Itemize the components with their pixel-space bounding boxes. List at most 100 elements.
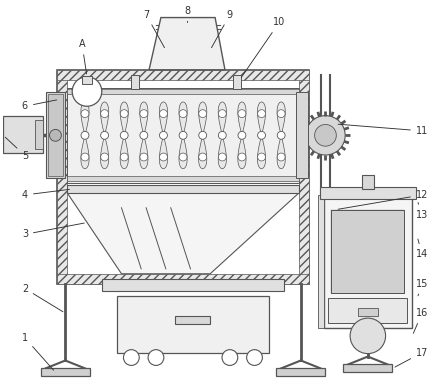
Polygon shape xyxy=(218,102,226,169)
Circle shape xyxy=(120,153,128,161)
Circle shape xyxy=(179,153,187,161)
Circle shape xyxy=(159,110,167,118)
Circle shape xyxy=(277,153,285,161)
Text: 5: 5 xyxy=(5,137,28,160)
Polygon shape xyxy=(179,102,187,169)
Bar xyxy=(299,70,309,283)
Circle shape xyxy=(140,153,148,161)
Bar xyxy=(320,187,416,199)
Polygon shape xyxy=(277,102,285,169)
Text: 3: 3 xyxy=(22,223,84,240)
Bar xyxy=(343,364,392,372)
Text: 2: 2 xyxy=(22,283,63,312)
Circle shape xyxy=(199,110,206,118)
Circle shape xyxy=(306,116,345,155)
Bar xyxy=(233,75,241,89)
Circle shape xyxy=(81,110,89,118)
Circle shape xyxy=(222,350,238,366)
Circle shape xyxy=(218,131,226,139)
Circle shape xyxy=(140,110,148,118)
Circle shape xyxy=(179,131,187,139)
Circle shape xyxy=(218,110,226,118)
Circle shape xyxy=(81,131,89,139)
Text: 4: 4 xyxy=(22,189,69,200)
Polygon shape xyxy=(81,102,89,169)
Circle shape xyxy=(218,153,226,161)
Circle shape xyxy=(101,110,108,118)
Text: 15: 15 xyxy=(416,278,428,296)
Circle shape xyxy=(81,153,89,161)
Circle shape xyxy=(315,125,336,146)
Circle shape xyxy=(101,153,108,161)
Text: 6: 6 xyxy=(22,100,57,111)
Circle shape xyxy=(246,350,262,366)
Circle shape xyxy=(238,131,246,139)
Text: 14: 14 xyxy=(416,239,428,259)
Text: 17: 17 xyxy=(395,348,428,367)
Circle shape xyxy=(159,153,167,161)
Bar xyxy=(82,76,92,84)
Text: 8: 8 xyxy=(184,6,190,23)
Polygon shape xyxy=(67,193,299,274)
Circle shape xyxy=(199,131,206,139)
Text: 12: 12 xyxy=(338,190,428,209)
Text: 1: 1 xyxy=(22,333,54,370)
Circle shape xyxy=(350,318,385,354)
Bar xyxy=(57,70,67,283)
Bar xyxy=(67,79,299,274)
Circle shape xyxy=(258,110,266,118)
Circle shape xyxy=(258,131,266,139)
Polygon shape xyxy=(238,102,246,169)
Bar xyxy=(67,185,299,193)
Polygon shape xyxy=(120,102,128,169)
Text: 7: 7 xyxy=(143,10,164,48)
Text: 10: 10 xyxy=(242,18,285,78)
Text: 16: 16 xyxy=(413,308,428,333)
Bar xyxy=(102,279,284,291)
Circle shape xyxy=(199,153,206,161)
Polygon shape xyxy=(159,102,167,169)
Bar xyxy=(362,175,374,189)
Polygon shape xyxy=(140,102,148,169)
Bar xyxy=(57,70,309,283)
Text: 9: 9 xyxy=(211,10,233,48)
Circle shape xyxy=(140,131,148,139)
Circle shape xyxy=(238,110,246,118)
Polygon shape xyxy=(100,102,109,169)
Polygon shape xyxy=(258,102,266,169)
Text: 11: 11 xyxy=(338,124,428,136)
Bar xyxy=(131,75,139,89)
Bar xyxy=(57,274,309,283)
Bar xyxy=(48,94,63,176)
Circle shape xyxy=(101,131,108,139)
Circle shape xyxy=(159,131,167,139)
Circle shape xyxy=(258,153,266,161)
Circle shape xyxy=(120,110,128,118)
Bar xyxy=(57,70,309,79)
Bar xyxy=(117,296,270,353)
Bar xyxy=(296,92,308,178)
Circle shape xyxy=(120,131,128,139)
Circle shape xyxy=(179,110,187,118)
Circle shape xyxy=(72,77,102,106)
Bar xyxy=(317,195,324,328)
Circle shape xyxy=(148,350,164,366)
Bar xyxy=(358,308,378,316)
Polygon shape xyxy=(149,18,225,70)
Bar xyxy=(3,116,43,153)
Circle shape xyxy=(277,131,285,139)
Text: 13: 13 xyxy=(416,202,428,220)
Bar xyxy=(276,368,325,376)
Bar xyxy=(331,210,404,293)
Circle shape xyxy=(123,350,139,366)
Bar xyxy=(67,87,299,183)
Bar xyxy=(41,368,90,376)
Bar xyxy=(331,210,404,293)
Circle shape xyxy=(50,129,61,141)
Text: A: A xyxy=(79,39,87,74)
Bar xyxy=(324,195,412,328)
Bar xyxy=(329,298,407,323)
Bar xyxy=(35,120,43,149)
Polygon shape xyxy=(198,102,207,169)
Circle shape xyxy=(277,110,285,118)
